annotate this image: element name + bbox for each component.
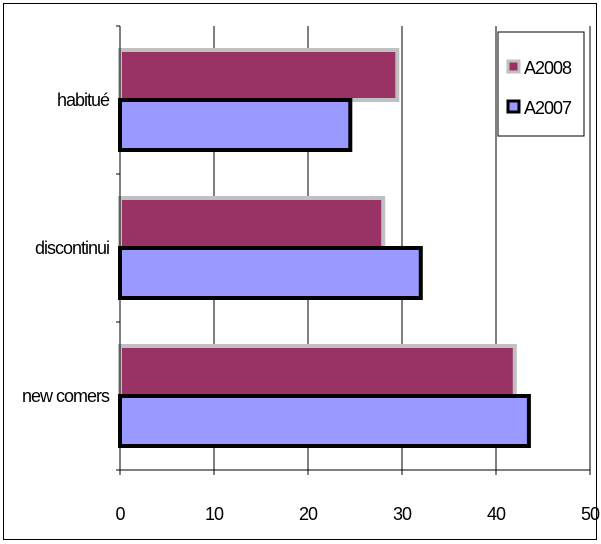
legend-swatch-a2008: [506, 59, 521, 74]
legend-swatch-a2007: [506, 99, 521, 114]
x-tick-label: 20: [299, 504, 318, 524]
plot-area: habitué discontinui new comers 0 10 20 30 40 50: [22, 25, 601, 524]
legend-label-a2007: A2007: [524, 98, 572, 118]
category-label: habitué: [57, 90, 110, 110]
bar-a2008-1: [118, 196, 386, 250]
legend: A2008 A2007: [497, 31, 585, 137]
bar-a2007-0: [118, 98, 353, 152]
x-tick-label: 50: [581, 504, 600, 524]
x-tick-label: 30: [393, 504, 412, 524]
legend-box: [497, 31, 585, 137]
category-label: new comers: [22, 386, 110, 406]
x-tick-label: 40: [487, 504, 506, 524]
bar-a2008-0: [118, 48, 400, 102]
x-tick-label: 0: [115, 504, 125, 524]
bar-a2007-1: [118, 246, 423, 300]
x-tick-label: 10: [205, 504, 224, 524]
bar-a2008-2: [118, 344, 517, 398]
category-label: discontinui: [35, 238, 109, 258]
legend-label-a2008: A2008: [524, 58, 572, 78]
bar-a2007-2: [118, 394, 531, 448]
